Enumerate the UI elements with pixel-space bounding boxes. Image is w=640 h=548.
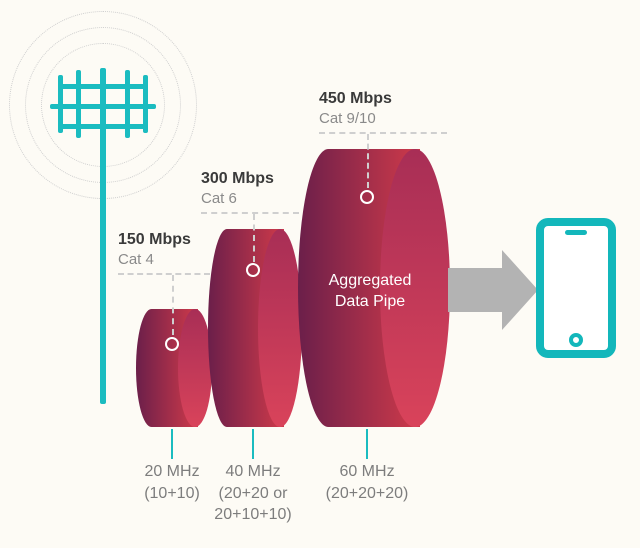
speed-value: 450 Mbps: [319, 90, 392, 108]
label-300mbps: 300 Mbps Cat 6: [201, 170, 274, 207]
mhz-detail: (20+20 or 20+10+10): [198, 483, 308, 526]
tick-mark: [252, 429, 254, 459]
leader-line: [172, 275, 174, 335]
category-value: Cat 6: [201, 190, 274, 207]
pipe-dot-icon: [360, 190, 374, 204]
tick-mark: [366, 429, 368, 459]
leader-line: [367, 134, 369, 188]
label-150mbps: 150 Mbps Cat 4: [118, 231, 191, 268]
category-value: Cat 4: [118, 251, 191, 268]
leader-line: [118, 273, 210, 275]
phone-home-icon: [569, 333, 583, 347]
leader-line: [201, 212, 299, 214]
arrow-icon: [448, 247, 540, 333]
diagram-stage: 150 Mbps Cat 4 20 MHz (10+10) 300 Mbps C…: [0, 0, 640, 548]
category-value: Cat 9/10: [319, 110, 392, 127]
speed-value: 150 Mbps: [118, 231, 191, 249]
pipe-dot-icon: [246, 263, 260, 277]
bandwidth-label-60: 60 MHz (20+20+20): [312, 461, 422, 504]
mhz-value: 60 MHz: [312, 461, 422, 483]
tick-mark: [171, 429, 173, 459]
phone-icon: [536, 218, 616, 358]
aggregated-line2: Data Pipe: [300, 292, 440, 313]
pipe-dot-icon: [165, 337, 179, 351]
phone-speaker-icon: [565, 230, 587, 235]
leader-line: [319, 132, 447, 134]
mhz-value: 40 MHz: [198, 461, 308, 483]
aggregated-line1: Aggregated: [300, 271, 440, 292]
mhz-detail: (20+20+20): [312, 483, 422, 505]
leader-line: [253, 214, 255, 262]
label-450mbps: 450 Mbps Cat 9/10: [319, 90, 392, 127]
aggregated-label: Aggregated Data Pipe: [300, 271, 440, 313]
bandwidth-label-40: 40 MHz (20+20 or 20+10+10): [198, 461, 308, 526]
speed-value: 300 Mbps: [201, 170, 274, 188]
